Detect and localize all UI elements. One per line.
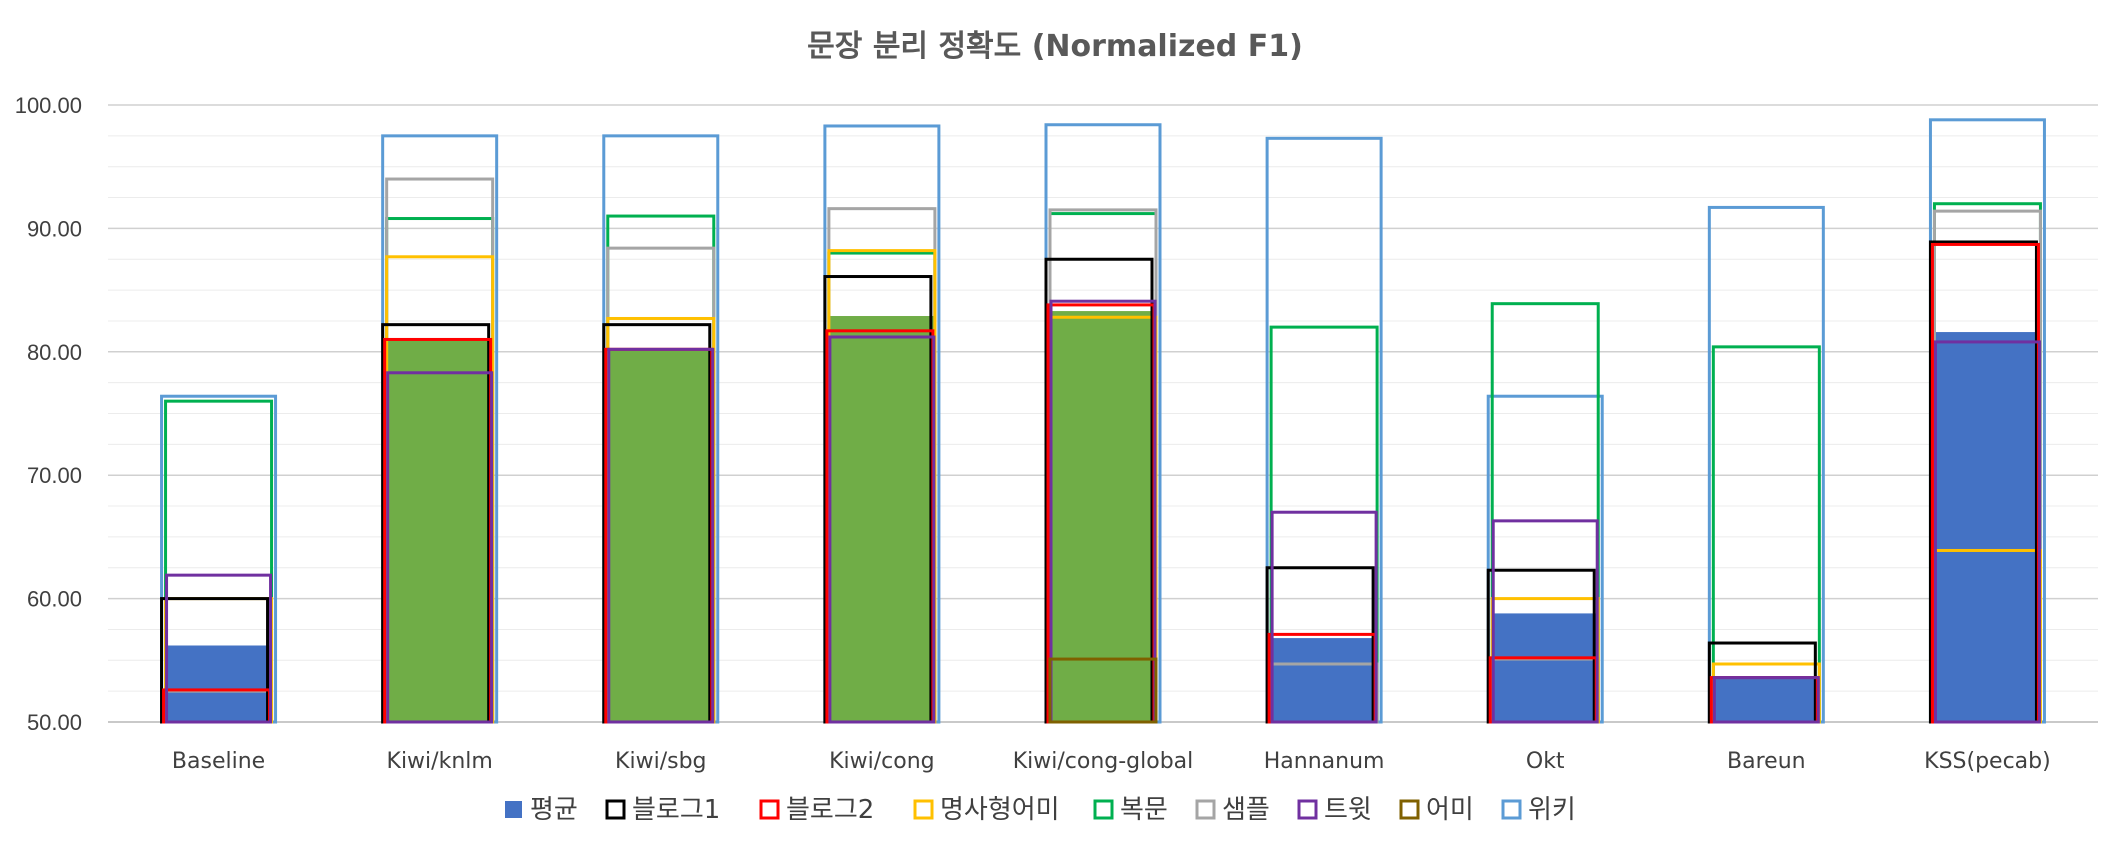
x-tick-label: Kiwi/cong [829,749,935,774]
series-bar-트윗 [1491,519,1599,724]
legend-item: 복문 [1093,795,1168,825]
avg-fill-bar [1492,613,1599,722]
avg-fill-bar-green [607,350,714,722]
series-bar-복문 [1711,345,1821,724]
series-bar-트윗 [1712,676,1820,724]
bar-group-baseline [160,394,278,724]
x-tick-label: Kiwi/sbg [615,749,706,774]
legend-item: 샘플 [1195,795,1270,825]
legend-item: 블로그1 [605,795,720,825]
legend-swatch [605,799,626,820]
avg-fill-bar-green [828,316,935,722]
avg-fill-bar [1271,638,1378,722]
legend-item: 평균 [505,795,578,825]
legend-swatch [1195,799,1216,820]
y-tick-label: 100.00 [15,93,82,118]
bar-groups [160,118,2046,724]
legend-item: 블로그2 [759,795,874,825]
y-tick-label: 80.00 [27,340,82,365]
series-bar-트윗 [828,335,936,724]
legend-label: 평균 [530,795,578,825]
bar-group-hannanum [1265,136,1383,724]
chart-title: 문장 분리 정확도 (Normalized F1) [807,29,1303,64]
legend-label: 블로그2 [786,795,874,825]
legend-label: 위키 [1528,795,1576,825]
legend-swatch [1399,799,1420,820]
series-bar-트윗 [165,573,273,724]
bar-group-kiwi-cong [823,124,941,724]
avg-fill-bar-green [386,339,493,722]
bar-group-okt [1486,302,1604,724]
x-axis-tick-labels: Baseline Kiwi/knlm Kiwi/sbg Kiwi/cong Kiwi/c… [172,749,2051,774]
legend-swatch [913,799,934,820]
series-bar-트윗 [386,371,494,724]
legend-label: 어미 [1426,795,1474,825]
legend-swatch [505,801,522,818]
legend-label: 복문 [1120,795,1168,825]
x-tick-label: Hannanum [1264,749,1385,774]
legend-item: 명사형어미 [913,795,1060,825]
legend-swatch [1093,799,1114,820]
x-tick-label: Kiwi/knlm [387,749,493,774]
legend-label: 샘플 [1222,795,1270,825]
x-tick-label: Kiwi/cong-global [1013,749,1194,774]
legend-item: 위키 [1501,795,1576,825]
bar-group-kiwi-sbg [602,134,720,724]
legend-swatch [759,799,780,820]
avg-fill-bar [1713,677,1820,722]
bar-group-kiwi-cong-global [1044,123,1162,724]
x-tick-label: Baseline [172,749,265,774]
legend: 평균 블로그1 블로그2 명사형어미 복문 샘플 트윗 어미 위키 [505,795,1576,825]
legend-item: 어미 [1399,795,1474,825]
legend-item: 트윗 [1297,795,1372,825]
x-tick-label: KSS(pecab) [1924,749,2051,774]
y-tick-label: 90.00 [27,216,82,241]
bar-group-bareun [1707,205,1825,724]
bar-group-kss-pecab- [1928,118,2046,724]
y-tick-label: 70.00 [27,463,82,488]
legend-label: 블로그1 [632,795,720,825]
y-axis-tick-labels: 50.00 60.00 70.00 80.00 90.00 100.00 [15,93,82,735]
avg-fill-bar-green [1050,311,1156,722]
legend-swatch [1297,799,1318,820]
legend-label: 명사형어미 [940,795,1060,825]
bar-group-kiwi-knlm [381,134,499,724]
y-tick-label: 60.00 [27,587,82,612]
series-bar-위키 [1707,205,1825,724]
series-bar-트윗 [1933,340,2041,724]
series-bar-트윗 [1270,510,1378,724]
x-tick-label: Bareun [1727,749,1806,774]
y-tick-label: 50.00 [27,710,82,735]
legend-label: 트윗 [1324,795,1372,825]
x-tick-label: Okt [1526,749,1565,774]
legend-swatch [1501,799,1522,820]
avg-fill-bar [1934,332,2041,722]
series-bar-트윗 [607,347,715,724]
avg-fill-bar [165,645,272,722]
series-bar-어미 [1048,657,1158,724]
